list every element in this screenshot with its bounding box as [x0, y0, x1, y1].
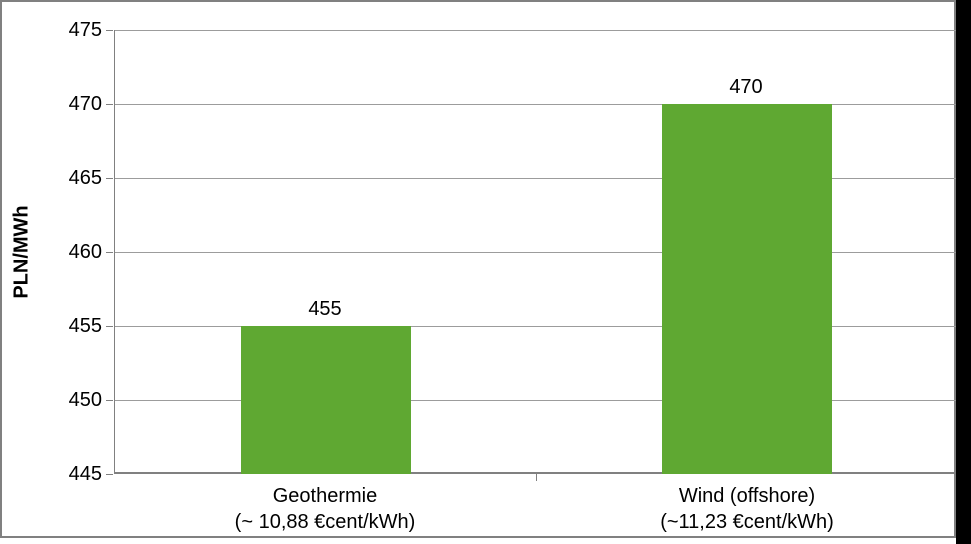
y-tick-label-460: 460 [68, 241, 102, 263]
y-tick-label-455: 455 [68, 315, 102, 337]
y-tick-mark-465 [106, 178, 113, 179]
y-tick-label-465: 465 [68, 167, 102, 189]
plot-area [114, 30, 957, 474]
y-tick-label-445: 445 [68, 463, 102, 485]
gridline-450 [115, 400, 957, 401]
category-label-line2: (~11,23 €cent/kWh) [660, 511, 834, 533]
y-tick-mark-470 [106, 104, 113, 105]
y-tick-label-470: 470 [68, 93, 102, 115]
category-label-line1: Wind (offshore) [678, 485, 816, 507]
y-tick-mark-475 [106, 30, 113, 31]
x-axis-category-tick-1 [536, 474, 537, 481]
y-axis-title: PLN/MWh [10, 205, 33, 299]
gridline-465 [115, 178, 957, 179]
right-black-strip [956, 0, 971, 544]
bar-1 [662, 104, 832, 474]
gridline-455 [115, 326, 957, 327]
gridline-460 [115, 252, 957, 253]
y-tick-mark-450 [106, 400, 113, 401]
bar-0 [241, 326, 411, 474]
bar-data-label-1: 470 [729, 76, 763, 98]
y-tick-mark-445 [106, 474, 113, 475]
gridline-475 [115, 30, 957, 31]
category-label-0: Geothermie (~ 10,88 €cent/kWh) [114, 483, 536, 535]
y-tick-label-450: 450 [68, 389, 102, 411]
gridline-470 [115, 104, 957, 105]
bar-data-label-0: 455 [308, 298, 342, 320]
category-label-line2: (~ 10,88 €cent/kWh) [234, 511, 416, 533]
chart-frame: PLN/MWh 445 450 455 460 465 470 475 455 Geotherm… [0, 0, 958, 538]
x-axis-line [115, 472, 957, 474]
y-tick-mark-455 [106, 326, 113, 327]
y-tick-mark-460 [106, 252, 113, 253]
y-tick-label-475: 475 [68, 19, 102, 41]
category-label-line1: Geothermie [272, 485, 378, 507]
category-label-1: Wind (offshore) (~11,23 €cent/kWh) [536, 483, 958, 535]
